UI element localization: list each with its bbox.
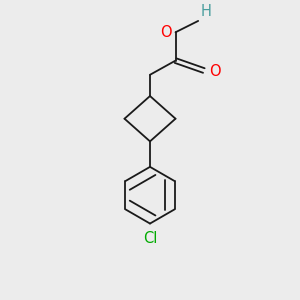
Text: Cl: Cl (143, 231, 157, 246)
Text: O: O (160, 25, 171, 40)
Text: O: O (209, 64, 220, 80)
Text: H: H (200, 4, 211, 19)
